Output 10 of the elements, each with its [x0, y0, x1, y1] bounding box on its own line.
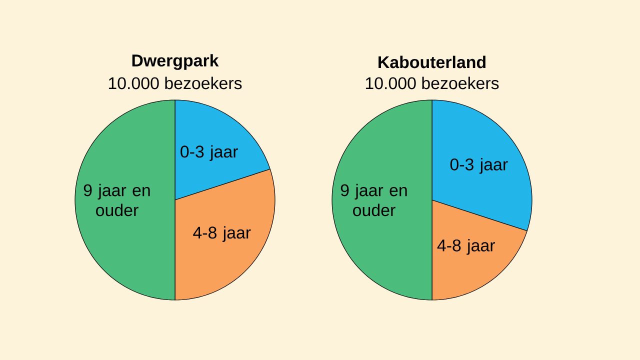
chart-subtitle: 10.000 bezoekers — [366, 76, 499, 90]
chart-title: Kabouterland — [378, 56, 486, 68]
chart-subtitle: 10.000 bezoekers — [108, 76, 242, 90]
slice-label: 9 jaar en ouder — [340, 184, 407, 216]
slice-label: 0-3 jaar — [180, 145, 238, 161]
slice-label: 4-8 jaar — [437, 239, 495, 255]
slice-label: 9 jaar en ouder — [84, 184, 150, 216]
slice-label: 4-8 jaar — [193, 226, 251, 242]
chart-title: Dwergpark — [132, 54, 219, 70]
slice-label: 0-3 jaar — [450, 158, 508, 174]
